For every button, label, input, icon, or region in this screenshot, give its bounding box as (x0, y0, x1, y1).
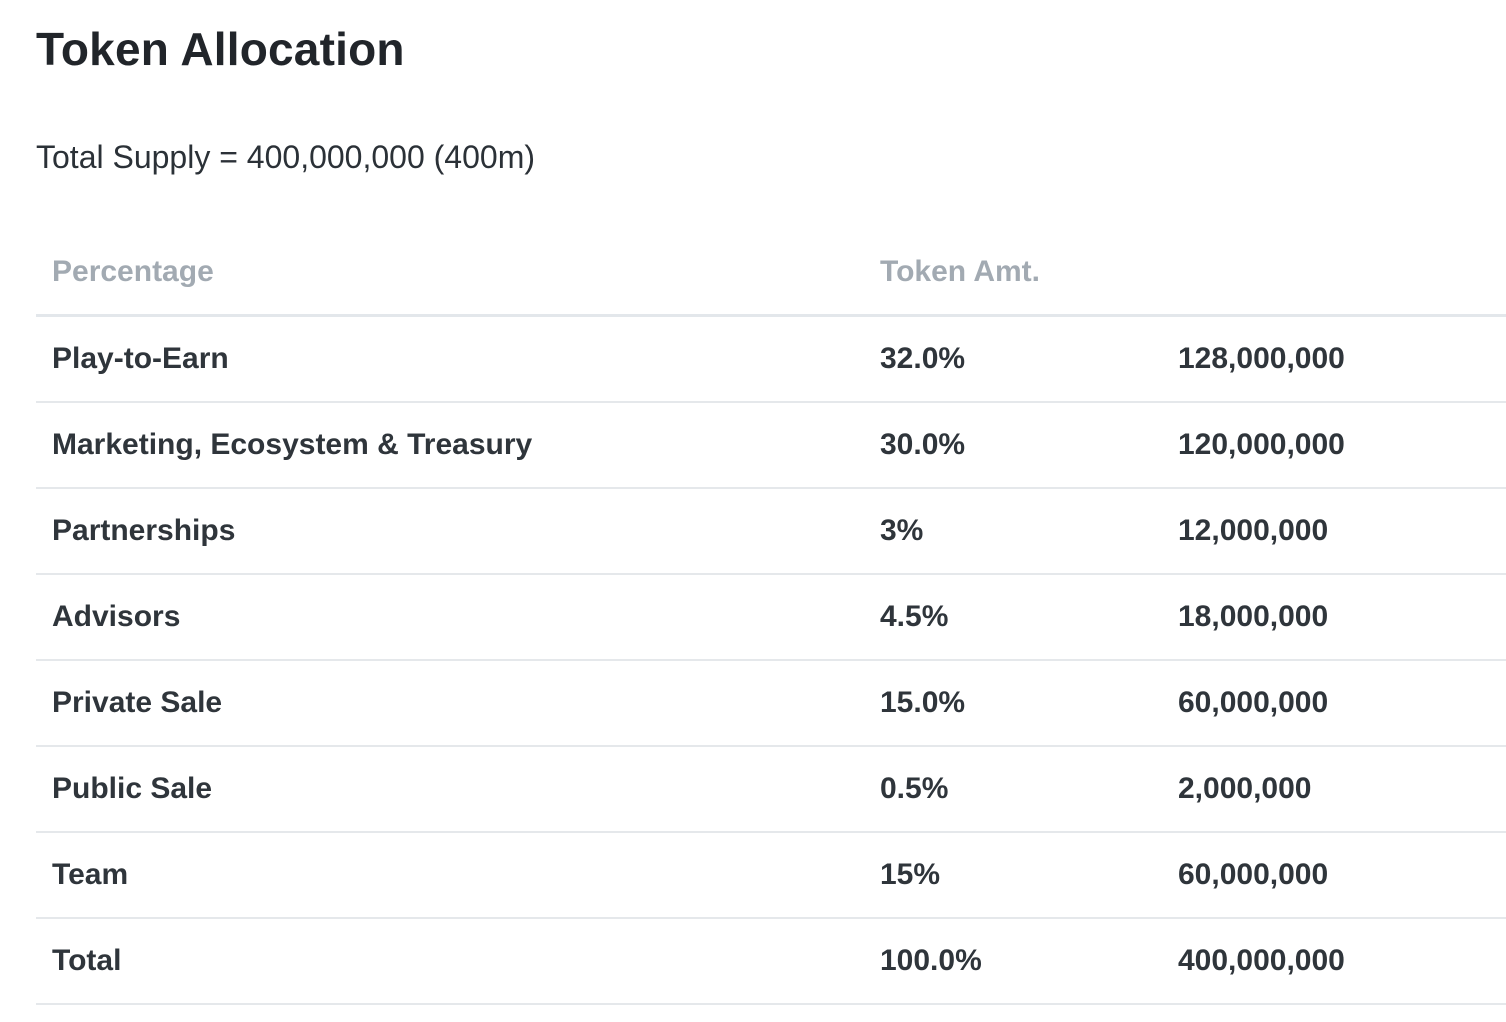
table-row: Partnerships 3% 12,000,000 (36, 488, 1506, 575)
table-header-row: Percentage Token Amt. (36, 230, 1506, 317)
table-row: Public Sale 0.5% 2,000,000 (36, 746, 1506, 833)
row-percentage: 15.0% (864, 660, 1178, 747)
table-row: Team 15% 60,000,000 (36, 832, 1506, 919)
allocation-table: Percentage Token Amt. Play-to-Earn 32.0%… (36, 230, 1506, 1005)
row-label: Public Sale (36, 746, 864, 833)
row-amount: 2,000,000 (1178, 746, 1506, 833)
row-amount: 128,000,000 (1178, 315, 1506, 403)
row-label: Private Sale (36, 660, 864, 747)
row-label: Play-to-Earn (36, 315, 864, 403)
row-amount: 120,000,000 (1178, 402, 1506, 489)
row-label: Total (36, 918, 864, 1005)
row-amount: 12,000,000 (1178, 488, 1506, 575)
row-percentage: 15% (864, 832, 1178, 919)
row-label: Team (36, 832, 864, 919)
row-amount: 60,000,000 (1178, 660, 1506, 747)
row-percentage: 30.0% (864, 402, 1178, 489)
row-percentage: 4.5% (864, 574, 1178, 661)
table-row: Advisors 4.5% 18,000,000 (36, 574, 1506, 661)
table-row: Marketing, Ecosystem & Treasury 30.0% 12… (36, 402, 1506, 489)
table-row: Play-to-Earn 32.0% 128,000,000 (36, 315, 1506, 403)
row-label: Advisors (36, 574, 864, 661)
table-row: Private Sale 15.0% 60,000,000 (36, 660, 1506, 747)
row-label: Marketing, Ecosystem & Treasury (36, 402, 864, 489)
row-percentage: 3% (864, 488, 1178, 575)
row-percentage: 100.0% (864, 918, 1178, 1005)
table-row-total: Total 100.0% 400,000,000 (36, 918, 1506, 1005)
total-supply-text: Total Supply = 400,000,000 (400m) (36, 139, 535, 175)
row-label: Partnerships (36, 488, 864, 575)
column-header-empty (1178, 230, 1506, 317)
page-title: Token Allocation (36, 23, 405, 75)
row-amount: 400,000,000 (1178, 918, 1506, 1005)
column-header-percentage: Percentage (36, 230, 864, 317)
row-percentage: 0.5% (864, 746, 1178, 833)
row-percentage: 32.0% (864, 315, 1178, 403)
column-header-token-amount: Token Amt. (864, 230, 1178, 317)
row-amount: 60,000,000 (1178, 832, 1506, 919)
row-amount: 18,000,000 (1178, 574, 1506, 661)
